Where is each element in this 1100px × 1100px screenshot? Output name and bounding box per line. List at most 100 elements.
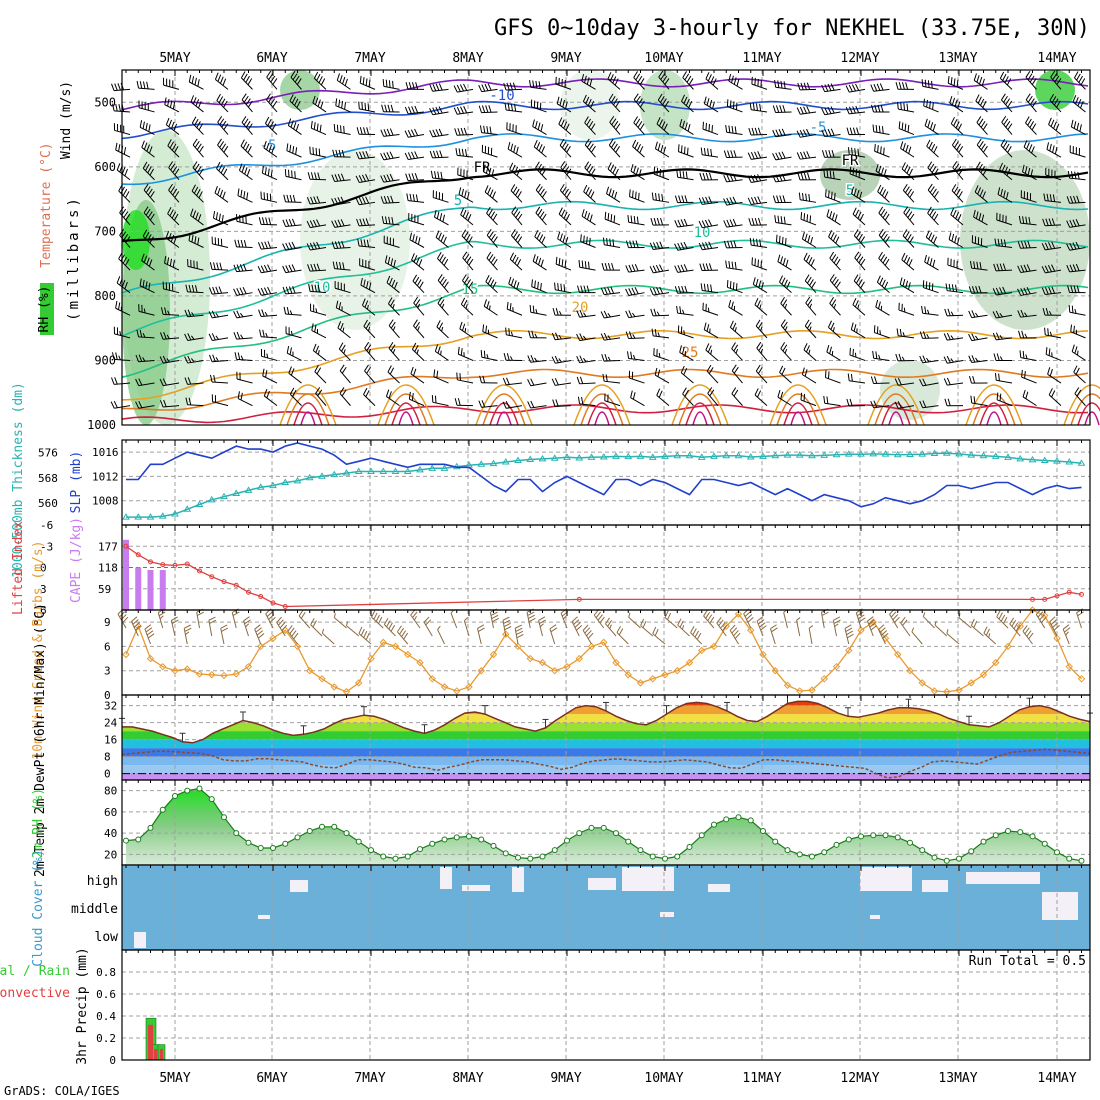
wind-barb xyxy=(334,220,339,228)
wind-barb xyxy=(385,389,390,397)
wind-barb xyxy=(973,209,976,218)
wind-barb xyxy=(583,101,596,113)
convective-precip-bar xyxy=(160,1049,163,1060)
cloud-level-label: high xyxy=(87,874,118,889)
lifted-index-marker xyxy=(197,568,202,574)
wind-barb xyxy=(637,120,643,128)
wind-barb xyxy=(492,191,496,199)
wind-barb xyxy=(844,624,852,629)
wind-barb xyxy=(946,377,951,385)
rh-tick-label: 60 xyxy=(104,806,117,819)
wind-barb xyxy=(999,287,1003,295)
isotherm-line xyxy=(121,329,1089,401)
wind-barb xyxy=(322,632,335,645)
thickness-marker xyxy=(195,500,204,508)
wind-barb xyxy=(167,98,170,107)
wind-barb xyxy=(239,170,253,181)
wind-barb xyxy=(876,275,881,283)
wind-barb xyxy=(649,266,654,274)
lifted-index-marker xyxy=(148,559,153,565)
wind-barb xyxy=(510,278,515,286)
date-label-bottom: 8MAY xyxy=(452,1071,483,1086)
wind-barb xyxy=(222,191,226,199)
wind-barb xyxy=(727,286,743,294)
wind-barb xyxy=(407,152,412,160)
wind-barb xyxy=(383,179,400,183)
wind-barb xyxy=(674,220,679,228)
wind-barb xyxy=(462,257,474,271)
wind-barb xyxy=(194,285,198,293)
wind-barb xyxy=(1006,168,1011,176)
wind-barb xyxy=(639,146,644,154)
wind-speed-marker xyxy=(330,683,338,691)
wind-barb xyxy=(607,335,611,340)
wind-barb xyxy=(777,396,792,407)
wind-barb xyxy=(692,628,697,636)
wind-barb xyxy=(197,101,202,109)
rh-marker xyxy=(821,849,828,856)
wind-barb xyxy=(579,333,584,341)
wind-barb xyxy=(440,234,445,242)
wind-barb xyxy=(996,263,1000,271)
rh-marker xyxy=(123,837,129,844)
wind-barb xyxy=(418,259,423,267)
wind-barb xyxy=(652,626,657,634)
wind-barb xyxy=(148,146,153,154)
li-tick-label: 3 xyxy=(40,583,47,596)
wind-barb xyxy=(919,355,924,363)
wind-barb xyxy=(731,75,734,83)
wind-barb xyxy=(821,150,825,158)
wind-barb xyxy=(996,610,1001,617)
wind-barb xyxy=(898,309,915,316)
wind-barb xyxy=(464,327,467,333)
wind-barb xyxy=(777,261,792,271)
wind-barb xyxy=(514,628,519,645)
wind-barb xyxy=(905,144,909,153)
wind-barb xyxy=(240,334,244,339)
wind-barb xyxy=(854,352,857,358)
wind-barb xyxy=(705,78,719,90)
wind-speed-marker xyxy=(796,687,804,695)
wind-barb xyxy=(633,71,638,78)
wind-barb xyxy=(976,167,988,181)
wind-barb xyxy=(778,174,783,182)
wind-speed-marker xyxy=(220,671,228,680)
rh-marker xyxy=(380,853,387,860)
wind-barb xyxy=(826,396,829,404)
wind-barb xyxy=(1066,220,1071,228)
wind-barb xyxy=(159,332,164,340)
wind-barb xyxy=(784,303,788,309)
wind-barb xyxy=(243,118,249,126)
wind-barb xyxy=(999,313,1003,318)
temperature-axis-label: Temperature (°C) xyxy=(39,142,54,267)
wind-barb xyxy=(890,611,897,618)
wind-barb xyxy=(558,123,572,135)
wind-barb xyxy=(131,621,139,637)
rh-marker xyxy=(453,834,460,841)
wind-barb xyxy=(728,299,732,308)
wind-barb xyxy=(950,116,955,124)
wind-barb xyxy=(978,285,982,294)
wind-barb xyxy=(390,299,395,307)
wind-barb xyxy=(782,299,788,307)
wind-barb xyxy=(677,292,694,294)
wind-barb xyxy=(1025,77,1037,90)
wind-barb xyxy=(486,354,489,359)
wind-barb xyxy=(246,192,249,200)
wind-barb xyxy=(999,335,1003,340)
wind-barb xyxy=(611,190,615,198)
wind-barb xyxy=(705,122,707,131)
wind-barb xyxy=(566,145,571,153)
wind-barb xyxy=(877,145,879,153)
wind-barb xyxy=(269,121,274,129)
wind-barb xyxy=(708,219,713,227)
wind-barb xyxy=(209,354,213,362)
wind-barb xyxy=(387,371,400,384)
wind-barb xyxy=(118,144,121,152)
wind-barb xyxy=(800,172,804,181)
wind-barb xyxy=(809,326,812,331)
wind-barb xyxy=(653,269,670,274)
wind-barb xyxy=(586,141,592,148)
wind-barb xyxy=(652,242,657,250)
wind-barb xyxy=(509,162,514,170)
